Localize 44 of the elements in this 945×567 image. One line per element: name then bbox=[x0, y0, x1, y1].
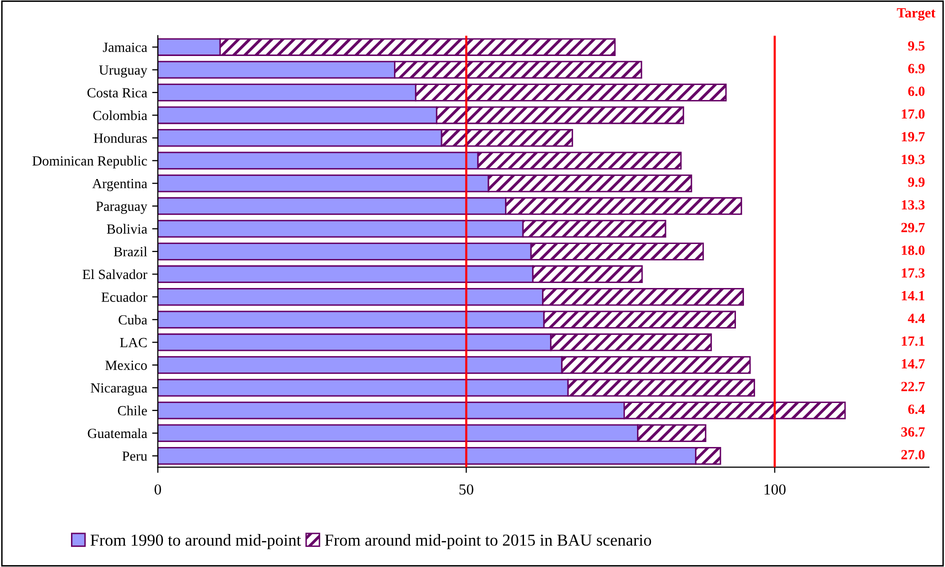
annotation: 17.0 bbox=[902, 109, 925, 119]
annotation: 14.7 bbox=[902, 359, 925, 369]
y-tick-label: Costa Rica bbox=[87, 88, 148, 98]
text: Target bbox=[896, 8, 936, 20]
y-tick-label: Chile bbox=[118, 406, 147, 416]
legend-label: From 1990 to around mid-point bbox=[90, 534, 302, 550]
annotation: 17.3 bbox=[902, 268, 925, 278]
annotation: 18.0 bbox=[902, 246, 925, 255]
y-tick-label: Uruguay bbox=[99, 65, 148, 78]
y-tick-label: Guatemala bbox=[88, 428, 148, 438]
y-tick-label: Bolivia bbox=[106, 224, 148, 234]
y-tick-label: Colombia bbox=[93, 110, 148, 120]
y-tick-label: LAC bbox=[120, 338, 147, 348]
annotation: 6.4 bbox=[908, 404, 925, 414]
y-tick-label: Brazil bbox=[114, 246, 148, 256]
annotation: 29.7 bbox=[901, 222, 925, 232]
x-tick-label: 50 bbox=[460, 484, 474, 495]
annotation: 13.3 bbox=[902, 200, 925, 210]
legend-label: From around mid-point to 2015 in BAU scenario bbox=[324, 534, 652, 550]
y-tick-label: Paraguay bbox=[96, 202, 148, 214]
annotation: 14.1 bbox=[902, 291, 924, 300]
y-tick-label: Dominican Republic bbox=[32, 156, 147, 168]
x-tick-label: 0 bbox=[154, 484, 162, 495]
y-tick-label: Mexico bbox=[105, 360, 147, 370]
y-tick-label: Cuba bbox=[118, 314, 148, 325]
annotation: 22.7 bbox=[901, 382, 925, 392]
y-tick-label: Honduras bbox=[94, 133, 147, 143]
annotation: 27.0 bbox=[901, 450, 925, 460]
annotation: 19.3 bbox=[902, 154, 925, 164]
annotation: 17.1 bbox=[902, 336, 924, 346]
annotation: 6.9 bbox=[908, 64, 925, 74]
annotation: 36.7 bbox=[901, 427, 925, 437]
y-tick-label: Ecuador bbox=[102, 292, 148, 302]
annotation: 9.5 bbox=[908, 41, 925, 51]
annotation: 6.0 bbox=[908, 86, 925, 96]
y-tick-label: Jamaica bbox=[102, 42, 148, 52]
annotation: 4.4 bbox=[908, 314, 925, 324]
y-tick-label: Argentina bbox=[92, 178, 148, 192]
annotation: 9.9 bbox=[908, 177, 925, 187]
annotation: 19.7 bbox=[902, 132, 925, 142]
y-tick-label: Peru bbox=[122, 452, 148, 461]
x-tick-label: 100 bbox=[764, 484, 786, 495]
y-tick-label: Nicaragua bbox=[90, 383, 148, 396]
y-tick-label: El Salvador bbox=[82, 269, 148, 280]
